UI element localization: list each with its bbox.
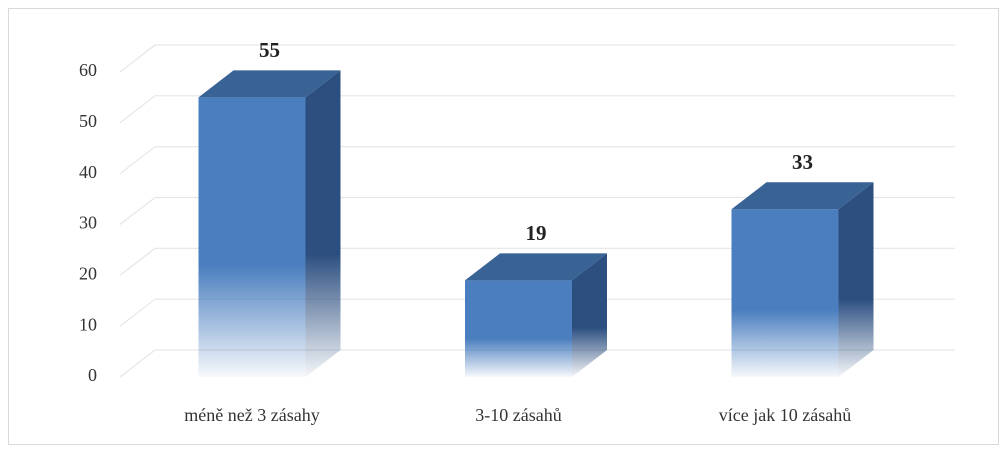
y-tick-label: 10 <box>79 314 97 334</box>
grid-line <box>119 95 955 124</box>
y-tick-label: 30 <box>79 213 97 233</box>
y-tick-label: 50 <box>79 111 97 131</box>
grid-line <box>119 146 955 175</box>
y-tick-label: 60 <box>79 60 97 80</box>
bar-side <box>838 182 874 377</box>
bar-side <box>305 70 341 378</box>
grid-line <box>119 349 955 378</box>
grid-line <box>119 196 955 225</box>
bar <box>198 97 306 378</box>
bar-top <box>731 182 874 210</box>
bar-top-shade <box>198 70 341 98</box>
grid-line <box>119 247 955 276</box>
bar <box>465 280 572 377</box>
y-tick-label: 20 <box>79 263 97 283</box>
data-label: 33 <box>792 150 813 174</box>
y-tick-label: 40 <box>79 162 97 182</box>
grid-line <box>119 298 955 327</box>
bar <box>731 209 839 377</box>
bar-top-shade <box>731 182 874 210</box>
bar-top-shade <box>465 253 607 281</box>
grid-line <box>119 44 955 73</box>
data-label: 55 <box>259 38 280 62</box>
bar-top <box>465 253 607 281</box>
y-tick-label: 0 <box>88 365 97 385</box>
x-tick-label: 3-10 zásahů <box>475 405 561 425</box>
bar-side <box>572 253 607 377</box>
data-label: 19 <box>526 221 547 245</box>
bar-top <box>198 70 341 98</box>
x-tick-label: více jak 10 zásahů <box>719 405 851 425</box>
x-tick-label: méně než 3 zásahy <box>184 405 319 425</box>
